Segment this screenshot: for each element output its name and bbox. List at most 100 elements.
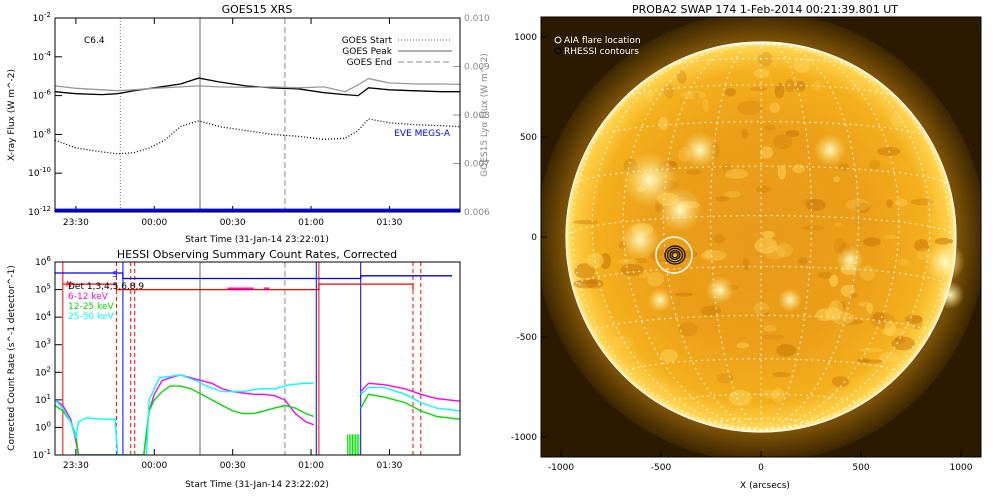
surface-texture [760, 146, 773, 159]
swap-x-tick-label: -1000 [548, 463, 574, 473]
hessi-series-line [62, 283, 414, 291]
hessi-ylabel: Corrected Count Rate (s^-1 detector^-1) [7, 265, 17, 451]
active-region [814, 134, 846, 166]
goes-y-tick-label: 10-8 [33, 127, 51, 140]
surface-texture [763, 324, 777, 332]
surface-texture [701, 250, 727, 261]
longitude-line [572, 42, 762, 432]
eve-label: EVE MEGS-A [394, 129, 451, 139]
goes-series-line [55, 118, 460, 155]
latitude-line [622, 358, 900, 375]
surface-texture [700, 305, 722, 316]
surface-texture [775, 243, 793, 258]
surface-texture [762, 334, 785, 340]
surface-texture [681, 90, 706, 99]
active-region [936, 281, 964, 309]
longitude-line [591, 42, 762, 432]
surface-texture [674, 292, 693, 297]
goes-series-line [55, 77, 460, 93]
surface-texture [859, 265, 876, 281]
surface-texture [866, 303, 873, 314]
hessi-series-line [360, 393, 460, 420]
latitude-line [622, 84, 900, 101]
surface-texture [686, 169, 702, 176]
longitude-line [760, 42, 900, 432]
longitude-line [760, 42, 931, 432]
surface-texture [597, 157, 605, 166]
swap-y-tick-label: -1000 [511, 433, 537, 443]
rhessi-contour [671, 251, 679, 259]
goes-y2label: GOES15 Lyα Flux (W m^-2) [480, 53, 490, 177]
surface-texture [891, 336, 915, 351]
hessi-panel: HESSI Observing Summary Count Rates, Cor… [7, 248, 461, 490]
surface-texture [573, 279, 598, 289]
longitude-line [709, 41, 762, 432]
surface-texture [750, 86, 768, 92]
surface-texture [658, 116, 669, 131]
flare-marks [655, 236, 693, 274]
surface-texture [872, 311, 885, 322]
surface-texture [774, 82, 785, 99]
hessi-y-tick-label: 106 [35, 255, 51, 268]
swap-panel: PROBA2 SWAP 174 1-Feb-2014 00:21:39.801 … [511, 3, 982, 491]
swap-x-tick-label: 1000 [950, 463, 973, 473]
surface-texture [805, 199, 826, 211]
surface-texture [677, 70, 687, 84]
hessi-x-tick-label: 23:30 [63, 461, 89, 471]
goes-y2-tick-label: 0.009 [464, 63, 490, 73]
surface-texture [858, 301, 872, 307]
surface-texture [590, 274, 599, 285]
surface-texture [884, 320, 896, 336]
surface-texture [663, 84, 675, 99]
surface-texture [737, 100, 763, 115]
surface-texture [927, 199, 938, 206]
surface-texture [879, 352, 899, 363]
hessi-flag-n: N [66, 280, 72, 289]
latitude-line [591, 121, 931, 141]
hessi-y-tick-label: 102 [35, 365, 51, 378]
surface-texture [620, 264, 645, 276]
goes-y2-tick-label: 0.010 [464, 14, 490, 24]
goes-x-tick-label: 00:30 [220, 218, 246, 228]
surface-texture [857, 358, 870, 363]
swap-xlabel: X (arcsecs) [740, 481, 790, 491]
active-region [648, 288, 672, 312]
goes-y2-tick-label: 0.008 [464, 111, 490, 121]
surface-texture [586, 252, 604, 268]
hessi-title: HESSI Observing Summary Count Rates, Cor… [117, 248, 397, 261]
surface-texture [838, 163, 850, 171]
goes-x-tick-label: 23:30 [63, 218, 89, 228]
goes-xlabel: Start Time (31-Jan-14 23:22:01) [185, 235, 329, 245]
swap-y-tick-label: -500 [517, 333, 538, 343]
surface-texture [736, 342, 750, 349]
surface-texture [742, 257, 750, 271]
surface-texture [850, 292, 858, 299]
goes-legend-label: GOES End [347, 58, 392, 68]
surface-texture [869, 159, 881, 170]
goes-y-tick-label: 10-10 [28, 166, 51, 179]
surface-texture [833, 176, 840, 183]
surface-texture [785, 130, 800, 138]
latitude-line [591, 314, 931, 335]
surface-texture [772, 387, 785, 403]
active-region [682, 132, 718, 168]
surface-texture [792, 164, 806, 174]
flare-class-label: C6.4 [84, 36, 105, 46]
active-region [925, 242, 965, 282]
goes-legend-label: GOES Peak [342, 47, 392, 57]
surface-texture [647, 271, 664, 287]
surface-texture [713, 233, 725, 244]
surface-texture [894, 198, 908, 207]
hessi-x-tick-label: 00:00 [141, 461, 167, 471]
surface-texture [573, 220, 599, 225]
hessi-flag-s: S [112, 270, 117, 279]
surface-texture [764, 245, 786, 260]
swap-axes: -1000 -500 0 500 1000 1000 500 0 -500 -1000 [511, 33, 973, 473]
hessi-frame [54, 261, 461, 456]
surface-texture [837, 301, 846, 311]
surface-texture [777, 165, 787, 180]
goes-y2-tick-label: 0.006 [464, 208, 490, 218]
